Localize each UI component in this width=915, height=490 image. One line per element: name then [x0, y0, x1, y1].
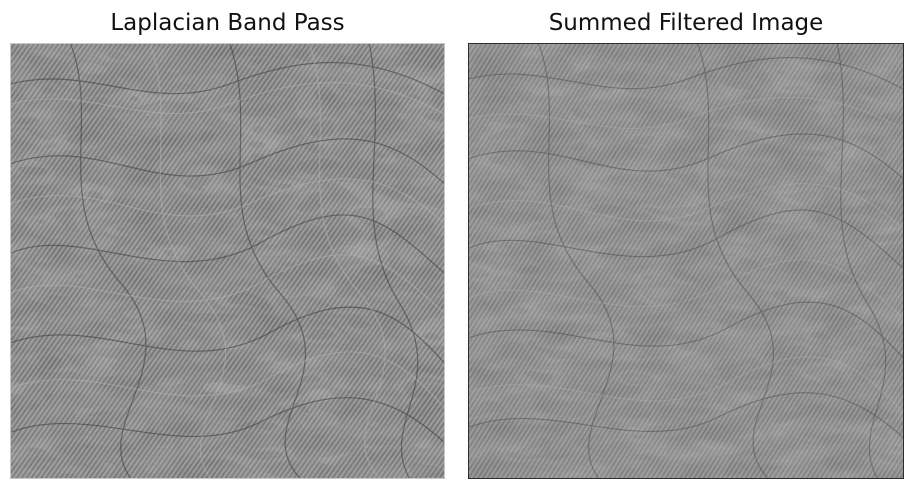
left-panel-title: Laplacian Band Pass — [110, 10, 345, 36]
right-panel-title: Summed Filtered Image — [548, 10, 824, 36]
summed-filtered-image — [468, 43, 904, 479]
laplacian-band-pass-image — [10, 43, 445, 479]
